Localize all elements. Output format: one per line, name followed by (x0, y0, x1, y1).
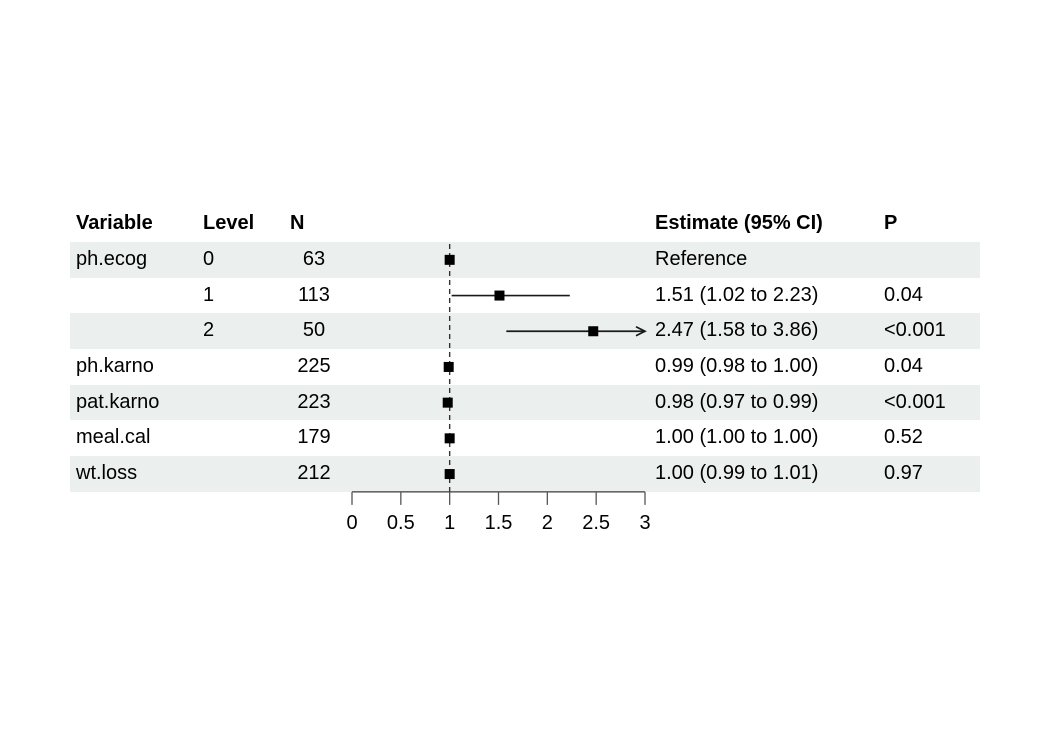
table-row: 2 50 2.47 (1.58 to 3.86) <0.001 (70, 313, 980, 350)
cell-estimate: 1.51 (1.02 to 2.23) (655, 283, 819, 306)
cell-p: 0.52 (884, 426, 923, 449)
header-p: P (884, 212, 898, 234)
cell-p: <0.001 (884, 319, 946, 342)
cell-estimate: 1.00 (1.00 to 1.00) (655, 426, 819, 449)
cell-n: 50 (302, 319, 326, 342)
header-estimate: Estimate (95% CI) (655, 212, 823, 234)
cell-variable: ph.ecog (76, 248, 148, 270)
x-axis-tick-label: 3 (639, 512, 650, 534)
header-variable: Variable (76, 212, 153, 234)
table-row: 1 113 1.51 (1.02 to 2.23) 0.04 (70, 278, 980, 314)
cell-level: 1 (203, 283, 215, 306)
cell-variable: meal.cal (76, 426, 151, 449)
cell-n: 225 (297, 355, 331, 378)
cell-p: 0.04 (884, 355, 923, 378)
header-level: Level (203, 212, 255, 234)
cell-n: 63 (302, 248, 326, 270)
cell-p: 0.97 (884, 462, 923, 485)
cell-variable: ph.karno (76, 355, 154, 378)
cell-n: 179 (297, 426, 331, 449)
table-header: Variable Level N Estimate (95% CI) P (70, 204, 980, 242)
table-row: ph.karno 225 0.99 (0.98 to 1.00) 0.04 (70, 349, 980, 385)
x-axis-tick-label: 2.5 (582, 512, 610, 534)
header-n: N (290, 212, 305, 234)
cell-p: <0.001 (884, 390, 946, 413)
table-row: pat.karno 223 0.98 (0.97 to 0.99) <0.001 (70, 384, 980, 421)
table-row: meal.cal 179 1.00 (1.00 to 1.00) 0.52 (70, 420, 980, 456)
cell-estimate: 0.98 (0.97 to 0.99) (655, 390, 819, 413)
cell-estimate: 2.47 (1.58 to 3.86) (655, 319, 819, 342)
cell-estimate: 1.00 (0.99 to 1.01) (655, 462, 819, 485)
x-axis-tick-label: 0.5 (387, 512, 415, 534)
x-axis-tick-label: 0 (346, 512, 357, 534)
cell-n: 223 (297, 390, 331, 413)
table-row: wt.loss 212 1.00 (0.99 to 1.01) 0.97 (70, 456, 980, 492)
cell-level: 0 (203, 248, 215, 270)
cell-variable: wt.loss (76, 462, 138, 485)
cell-n: 212 (297, 462, 331, 485)
cell-variable: pat.karno (76, 390, 160, 413)
x-axis-tick-label: 1.5 (485, 512, 513, 534)
cell-p: 0.04 (884, 283, 923, 306)
table-row: ph.ecog 0 63 Reference (70, 242, 980, 278)
x-axis-tick-label: 1 (444, 512, 455, 534)
cell-level: 2 (203, 319, 215, 342)
x-axis-tick-label: 2 (542, 512, 553, 534)
table-body: ph.ecog 0 63 Reference 1 113 1.51 (1.02 … (70, 242, 980, 492)
cell-estimate: Reference (655, 248, 748, 270)
cell-n: 113 (298, 283, 330, 306)
cell-estimate: 0.99 (0.98 to 1.00) (655, 355, 819, 378)
